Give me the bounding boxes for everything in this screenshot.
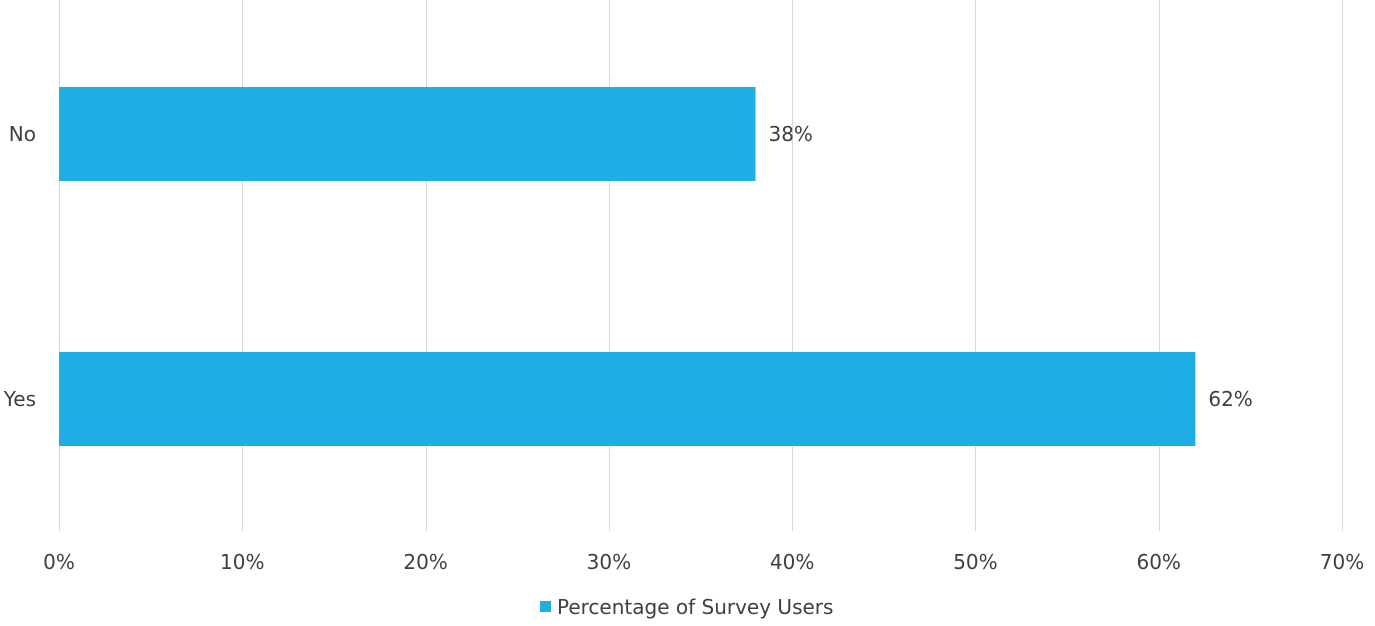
x-tick-label: 70%	[1320, 550, 1364, 574]
x-tick-label: 30%	[587, 550, 631, 574]
category-labels: No Yes	[3, 122, 36, 411]
x-tick-label: 40%	[770, 550, 814, 574]
x-tick-label: 50%	[953, 550, 997, 574]
data-labels: 38% 62%	[768, 122, 1252, 411]
legend-swatch	[540, 601, 551, 612]
x-tick-label: 60%	[1136, 550, 1180, 574]
data-label-no: 38%	[768, 122, 812, 146]
category-label-yes: Yes	[3, 387, 36, 411]
legend-label: Percentage of Survey Users	[557, 595, 833, 619]
legend: Percentage of Survey Users	[540, 595, 833, 619]
x-tick-label: 20%	[403, 550, 447, 574]
bar-no	[59, 87, 756, 181]
x-tick-label: 10%	[220, 550, 264, 574]
gridlines	[59, 0, 1343, 531]
bar-yes	[59, 352, 1196, 446]
category-label-no: No	[9, 122, 36, 146]
data-label-yes: 62%	[1208, 387, 1252, 411]
bars	[59, 87, 1196, 446]
x-tick-label: 0%	[43, 550, 75, 574]
x-axis-tick-labels: 0% 10% 20% 30% 40% 50% 60% 70%	[43, 550, 1364, 574]
